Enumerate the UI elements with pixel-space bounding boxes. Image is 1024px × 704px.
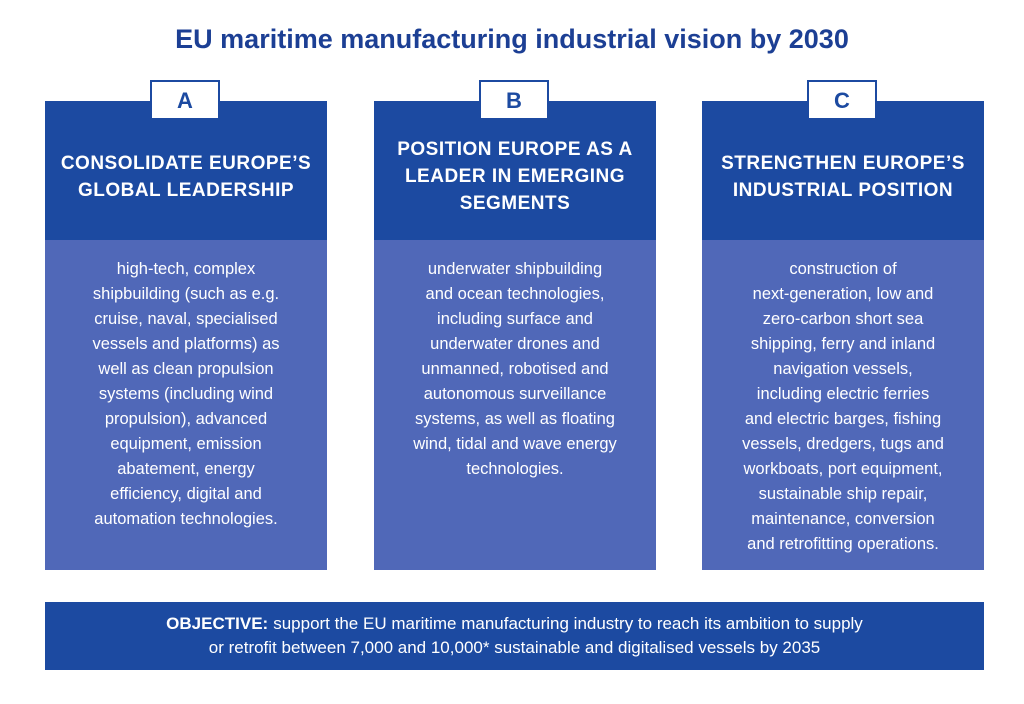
objective-line: or retrofit between 7,000 and 10,000* su… <box>45 636 984 660</box>
body-line: including surface and <box>437 310 593 328</box>
heading-line: GLOBAL LEADERSHIP <box>77 179 295 201</box>
body-line: cruise, naval, specialised <box>94 310 278 328</box>
body-line: and ocean technologies, <box>425 285 605 303</box>
body-line: systems, as well as floating <box>415 410 615 428</box>
body-line: underwater shipbuilding <box>427 260 603 278</box>
heading-line: STRENGTHEN EUROPE’S <box>721 152 965 174</box>
body-line: maintenance, conversion <box>751 510 935 528</box>
body-line: workboats, port equipment, <box>743 460 943 478</box>
heading-line: POSITION EUROPE AS A <box>397 139 633 160</box>
title: EU maritime manufacturing industrial vis… <box>175 24 849 54</box>
body-line: shipping, ferry and inland <box>750 335 936 353</box>
body-line: vessels, dredgers, tugs and <box>742 435 944 453</box>
objective-text: support the EU maritime manufacturing in… <box>273 614 863 633</box>
body-line: construction of <box>789 260 897 278</box>
body-line: and electric barges, fishing <box>744 410 942 428</box>
heading-line: INDUSTRIAL POSITION <box>732 179 954 201</box>
body-line: zero-carbon short sea <box>762 310 924 328</box>
body-line: automation technologies. <box>94 510 278 528</box>
body-line: next-generation, low and <box>752 285 934 303</box>
column-body: high-tech, complex shipbuilding (such as … <box>45 240 327 570</box>
body-line: underwater drones and <box>430 335 600 353</box>
column-header: POSITION EUROPE AS A LEADER IN EMERGING SE… <box>374 101 656 240</box>
body-line: wind, tidal and wave energy <box>413 435 617 453</box>
body-line: including electric ferries <box>756 385 930 403</box>
column-body: construction of next-generation, low and z… <box>702 240 984 570</box>
body-line: vessels and platforms) as <box>92 335 280 353</box>
column-letter: B <box>479 80 549 120</box>
column-header: CONSOLIDATE EUROPE’S GLOBAL LEADERSHIP <box>45 101 327 240</box>
column-body: underwater shipbuilding and ocean technol… <box>374 240 656 570</box>
column-header: STRENGTHEN EUROPE’S INDUSTRIAL POSITION <box>702 101 984 240</box>
body-line: navigation vessels, <box>773 360 913 378</box>
body-line: technologies. <box>466 460 564 478</box>
body-line: autonomous surveillance <box>423 385 607 403</box>
body-line: well as clean propulsion <box>98 360 274 378</box>
body-line: unmanned, robotised and <box>421 360 609 378</box>
body-line: propulsion), advanced <box>104 410 268 428</box>
objective-box: OBJECTIVE: support the EU maritime manufa… <box>45 602 984 670</box>
body-line: systems (including wind <box>98 385 274 403</box>
body-line: and retrofitting operations. <box>747 535 939 553</box>
body-line: abatement, energy <box>117 460 255 478</box>
body-line: efficiency, digital and <box>110 485 262 503</box>
body-line: high-tech, complex <box>116 260 256 278</box>
column-letter: C <box>807 80 877 120</box>
body-line: shipbuilding (such as e.g. <box>92 285 280 303</box>
objective-text: or retrofit between 7,000 and 10,000* su… <box>208 638 821 657</box>
objective-line: OBJECTIVE: support the EU maritime manufa… <box>45 612 984 636</box>
heading-line: SEGMENTS <box>459 193 571 214</box>
body-line: equipment, emission <box>110 435 262 453</box>
heading-line: LEADER IN EMERGING <box>404 166 626 187</box>
column-letter: A <box>150 80 220 120</box>
objective-label: OBJECTIVE: <box>166 614 269 633</box>
heading-line: CONSOLIDATE EUROPE’S <box>60 152 312 174</box>
body-line: sustainable ship repair, <box>758 485 928 503</box>
